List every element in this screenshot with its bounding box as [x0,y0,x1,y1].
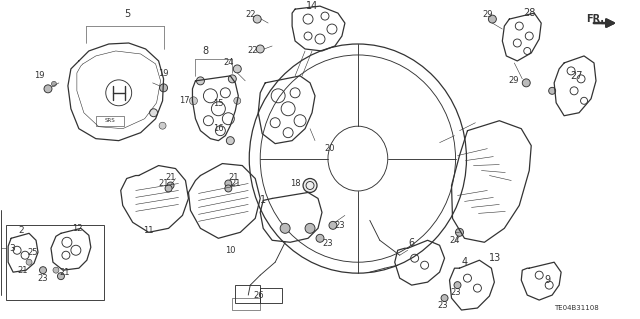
Text: 6: 6 [408,238,415,248]
Circle shape [150,109,157,117]
Text: 5: 5 [125,9,131,19]
Circle shape [167,182,174,189]
Text: 21: 21 [165,173,176,182]
Circle shape [234,97,241,104]
Text: 21: 21 [228,173,239,182]
Bar [260,288,282,303]
Text: 10: 10 [225,246,236,255]
Text: 23: 23 [335,221,345,230]
Text: 9: 9 [544,275,550,285]
Bar [6,225,104,300]
Text: TE04B31108: TE04B31108 [554,305,599,311]
Text: 25: 25 [28,248,38,257]
Bar [236,285,260,303]
Circle shape [316,234,324,242]
Circle shape [303,179,317,192]
Circle shape [189,97,198,105]
Circle shape [454,282,461,289]
Text: 27: 27 [570,71,582,81]
Text: FR.: FR. [586,14,604,24]
Text: 21: 21 [230,179,241,188]
Text: 23: 23 [38,274,48,283]
Text: 13: 13 [489,253,502,263]
Text: 29: 29 [482,10,493,19]
Text: 4: 4 [461,257,468,267]
Text: 28: 28 [523,8,536,18]
Text: 11: 11 [143,226,154,235]
Text: 21: 21 [158,179,169,188]
Circle shape [51,81,56,86]
Circle shape [234,65,241,73]
Circle shape [159,84,168,92]
Circle shape [280,223,290,233]
Circle shape [58,273,65,280]
Text: 14: 14 [306,1,318,11]
Text: 8: 8 [202,46,209,56]
Circle shape [305,223,315,233]
Circle shape [253,15,261,23]
Circle shape [165,185,172,192]
Circle shape [44,85,52,93]
Text: 19: 19 [34,71,44,80]
Text: 21: 21 [60,268,70,277]
Bar [232,298,260,310]
Text: 23: 23 [450,288,461,297]
Text: 16: 16 [213,124,224,133]
Circle shape [256,45,264,53]
Text: 21: 21 [18,266,28,275]
Circle shape [159,122,166,129]
Text: 22: 22 [245,10,255,19]
Circle shape [40,267,47,274]
Circle shape [456,228,463,236]
Circle shape [225,180,232,187]
Circle shape [26,259,32,265]
Circle shape [228,75,236,83]
Text: 24: 24 [223,58,234,67]
Text: SRS: SRS [104,118,115,123]
Circle shape [53,267,59,273]
Text: 23: 23 [437,300,448,309]
Bar [96,116,124,126]
Circle shape [227,137,234,145]
Text: 24: 24 [449,236,460,245]
Text: 15: 15 [213,99,224,108]
Text: 1: 1 [260,196,266,205]
Circle shape [329,221,337,229]
Text: 20: 20 [324,144,335,153]
Text: 3: 3 [9,244,15,253]
Circle shape [488,15,497,23]
Text: 29: 29 [509,76,519,85]
Text: 18: 18 [290,179,300,188]
Text: 12: 12 [72,224,82,233]
Text: 19: 19 [158,70,169,78]
Circle shape [522,79,530,87]
Circle shape [196,77,204,85]
Circle shape [441,294,448,301]
Text: 2: 2 [19,226,24,235]
Circle shape [225,185,232,192]
Circle shape [548,87,556,94]
Text: 17: 17 [179,96,190,105]
Text: 22: 22 [247,47,257,56]
Text: 23: 23 [323,239,333,248]
Text: 26: 26 [253,291,264,300]
